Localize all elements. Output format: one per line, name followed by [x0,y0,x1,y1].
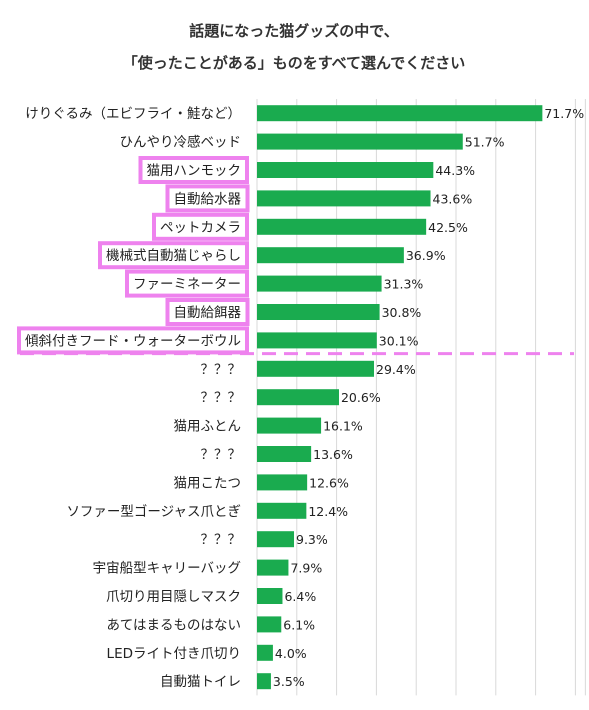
bar [257,133,463,150]
value-label: 71.7% [544,106,584,121]
category-label: 猫用ふとん [174,419,242,435]
highlight-box [165,184,250,213]
category-labels: けりぐるみ（エビフライ・鮭など） ひんやり冷感ベッド猫用ハンモック自動給水器ペット… [25,106,241,690]
bar [257,162,434,178]
category-label: ペットカメラ [160,220,241,236]
value-label: 12.6% [309,475,349,490]
bar [257,417,322,434]
value-label: 6.4% [284,589,316,604]
value-label: 30.8% [382,305,422,320]
bar [257,673,271,690]
bar [257,559,289,576]
value-label: 42.5% [428,220,468,235]
value-label: 12.4% [308,504,348,519]
category-label: 猫用こたつ [174,475,242,491]
value-label: 36.9% [406,248,446,263]
category-label: けりぐるみ（エビフライ・鮭など） [25,106,241,122]
category-label: ？？？ [201,362,242,378]
category-label: 猫用ハンモック [147,163,242,179]
bar [257,304,380,320]
bar [257,616,282,633]
value-label: 20.6% [341,390,381,405]
value-label: 16.1% [323,419,363,434]
category-label: 傾斜付きフード・ウォーターボウル [25,333,241,349]
value-label: 13.6% [313,447,353,462]
value-label: 43.6% [433,191,473,206]
value-label: 9.3% [296,532,328,547]
bar [257,105,543,122]
value-label: 6.1% [283,617,315,632]
value-label: 4.0% [275,646,307,661]
highlight-box [125,269,249,298]
value-label: 51.7% [465,135,505,150]
value-label: 7.9% [290,561,322,576]
category-label: あてはまるものはない [107,617,241,633]
bar [257,218,427,235]
bar [257,275,382,292]
chart-title-line-2: 「使ったことがある」ものをすべて選んでください [123,54,466,72]
category-label: ソファー型ゴージャス爪とぎ [66,503,241,520]
category-label: LEDライト付き爪切り [107,646,241,662]
bar [257,446,312,462]
value-label: 30.1% [379,333,419,348]
bar [257,332,377,349]
category-label: 自動給水器 [174,191,242,207]
bar [257,360,375,377]
bar [257,190,431,207]
bar [257,389,339,406]
bar [257,588,283,604]
highlight-box [165,298,250,326]
category-label: ？？？ [201,532,242,548]
category-label: 爪切り用目隠しマスク [106,589,241,605]
category-label: ？？？ [201,447,242,463]
category-label: 機械式自動猫じゃらし [106,248,241,264]
chart-title-line-1: 話題になった猫グッズの中で、 [189,22,398,40]
value-labels: 71.7% 51.7% 44.3% 43.6% 42.5% 36.9% 31.3% 30.8%… [273,106,584,689]
category-label: 宇宙船型キャリーバッグ [93,561,241,577]
value-label: 3.5% [273,674,305,689]
category-label: ファーミネーター [133,277,241,293]
highlight-box [138,156,249,184]
bar [257,531,295,548]
bar [257,644,273,661]
category-label: 自動給餌器 [174,305,242,321]
bar [257,247,404,264]
category-label: ？？？ [201,390,242,406]
highlight-box [98,241,249,270]
value-label: 29.4% [376,362,416,377]
category-label: ひんやり冷感ベッド [120,134,242,151]
bar [257,474,308,491]
bars [257,105,543,690]
bar [257,502,307,519]
highlight-box [152,212,249,241]
category-label: 自動猫トイレ [160,674,241,690]
value-label: 44.3% [435,163,475,178]
value-label: 31.3% [384,277,424,292]
